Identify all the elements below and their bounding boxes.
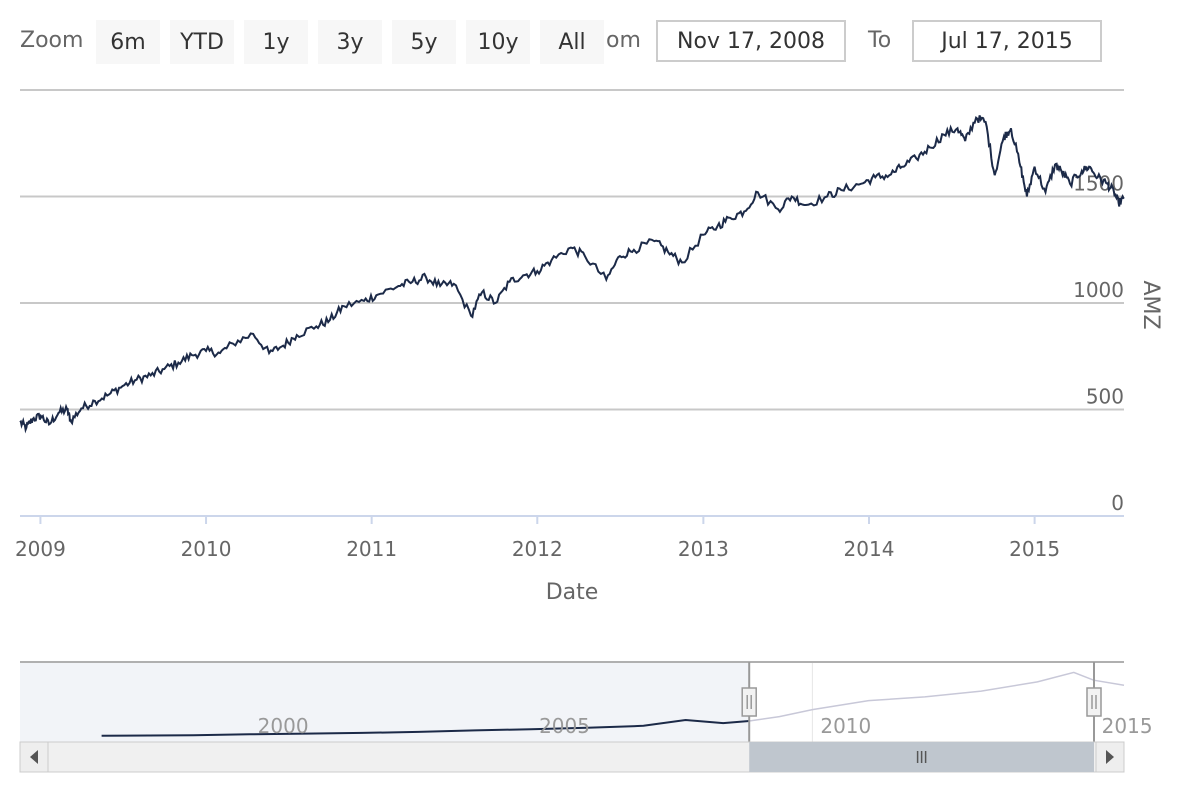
zoom-label: Zoom (20, 28, 84, 53)
y-tick-label: 500 (1086, 385, 1124, 409)
navigator-series-selected (101, 718, 750, 737)
zoom-6m-button[interactable]: 6m (96, 20, 160, 64)
to-date-input[interactable] (912, 20, 1102, 62)
y-axis-title: AMZ (1138, 280, 1163, 329)
y-tick-label: 1000 (1073, 278, 1124, 302)
zoom-5y-button[interactable]: 5y (392, 20, 456, 64)
x-axis-title: Date (546, 580, 599, 605)
arrow-left-icon (30, 750, 38, 764)
navigator-tick-label: 2000 (258, 714, 309, 738)
from-label: om (606, 28, 641, 53)
from-date-input[interactable] (656, 20, 846, 62)
navigator-series-outside (749, 671, 1125, 722)
navigator-handle-left[interactable] (741, 687, 757, 717)
x-tick-label: 2011 (346, 537, 397, 561)
zoom-1y-button[interactable]: 1y (244, 20, 308, 64)
x-tick-label: 2009 (15, 537, 66, 561)
x-axis-ticks: 2009 2010 2011 2012 2013 2014 2015 (15, 516, 1060, 561)
zoom-all-button[interactable]: All (540, 20, 604, 64)
x-tick-label: 2010 (181, 537, 232, 561)
series-line (19, 115, 1125, 434)
scrollbar-grip-icon (916, 751, 927, 763)
navigator[interactable]: 2000 2005 2010 2015 (20, 661, 1153, 742)
scrollbar-right-arrow[interactable] (1095, 741, 1125, 773)
grid-lines (20, 89, 1124, 411)
range-selector-toolbar: Zoom 6m YTD 1y 3y 5y 10y All om To (0, 0, 1200, 80)
zoom-10y-button[interactable]: 10y (466, 20, 530, 64)
x-tick-label: 2012 (512, 537, 563, 561)
zoom-ytd-button[interactable]: YTD (170, 20, 234, 64)
arrow-right-icon (1106, 750, 1114, 764)
navigator-ticks: 2000 2005 2010 2015 (258, 714, 1153, 738)
x-tick-label: 2013 (678, 537, 729, 561)
navigator-mask (20, 663, 750, 742)
navigator-handle-right[interactable] (1086, 687, 1102, 717)
y-tick-label: 0 (1111, 491, 1124, 515)
navigator-tick-label: 2010 (820, 714, 871, 738)
scrollbar-left-arrow[interactable] (19, 741, 49, 773)
scrollbar[interactable] (19, 741, 1125, 773)
to-label: To (868, 28, 892, 53)
x-tick-label: 2014 (844, 537, 895, 561)
navigator-tick-label: 2015 (1102, 714, 1153, 738)
navigator-tick-label: 2005 (539, 714, 590, 738)
x-tick-label: 2015 (1009, 537, 1060, 561)
zoom-3y-button[interactable]: 3y (318, 20, 382, 64)
